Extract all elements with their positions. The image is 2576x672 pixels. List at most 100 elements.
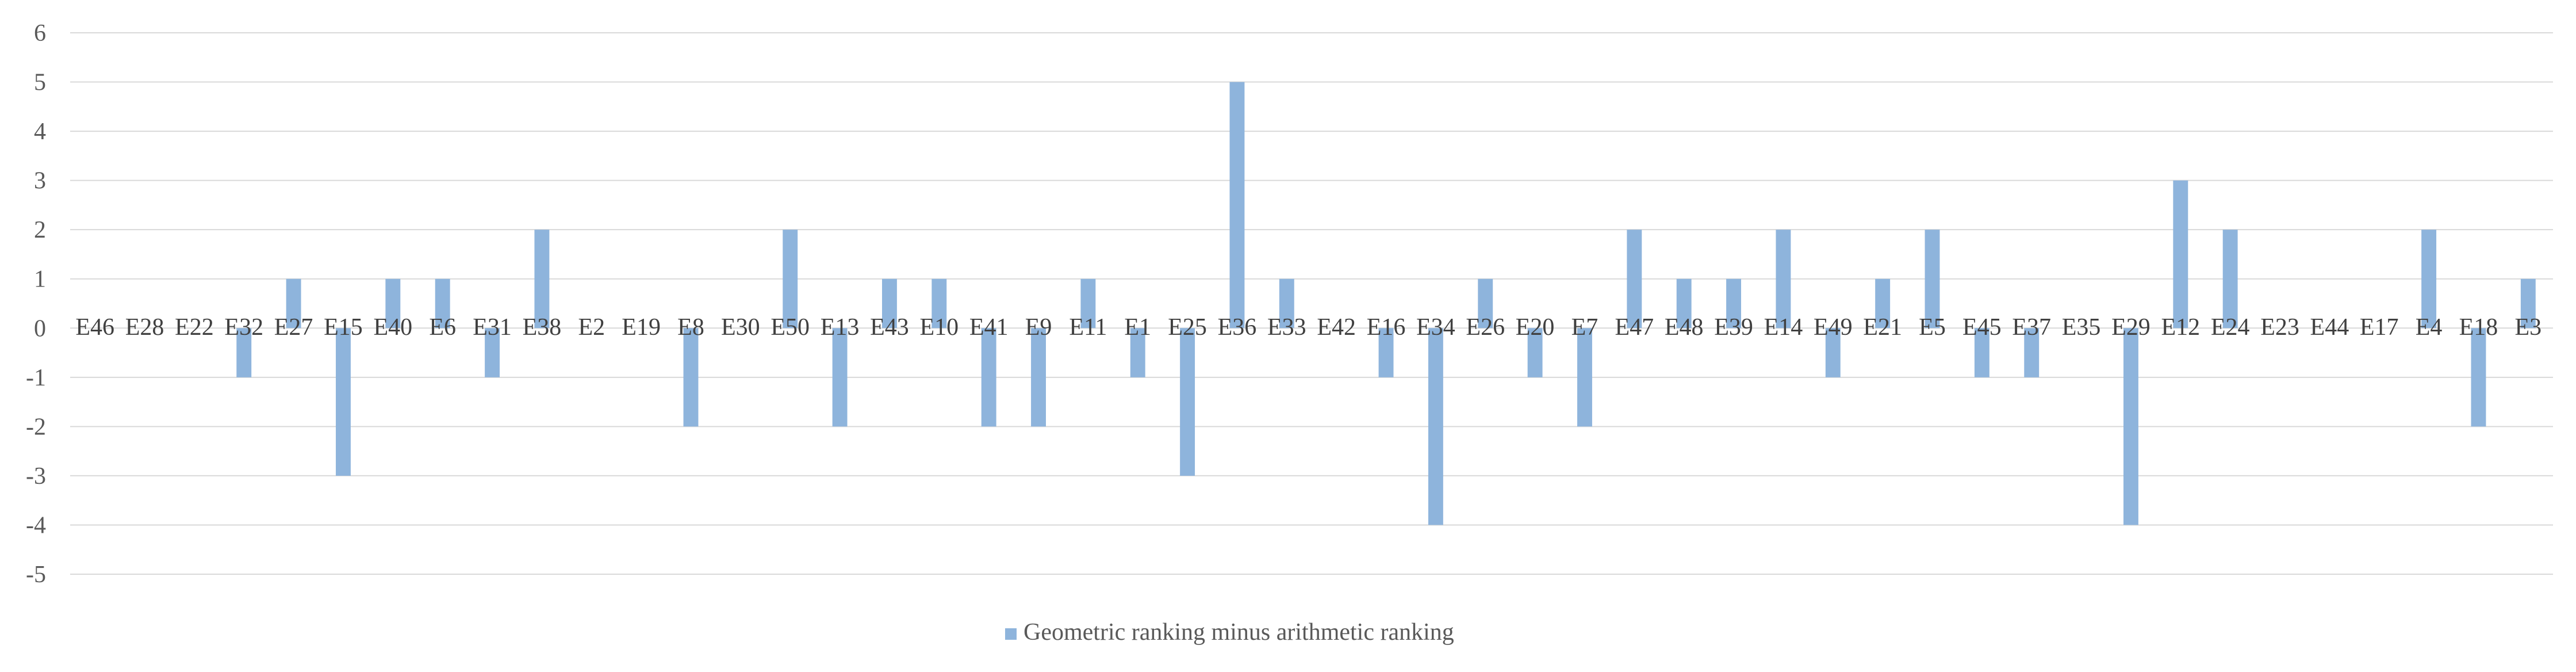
bar [2222, 230, 2238, 329]
category-label: E23 [2260, 314, 2299, 341]
y-tick-label: -3 [26, 463, 46, 490]
bar [783, 230, 798, 329]
category-label: E18 [2459, 314, 2498, 341]
legend: Geometric ranking minus arithmetic ranki… [1005, 619, 1454, 646]
category-label: E8 [677, 314, 704, 341]
category-label: E9 [1025, 314, 1052, 341]
bar [1875, 278, 1891, 329]
bar [1229, 82, 1245, 329]
bar [1279, 278, 1294, 329]
category-label: E7 [1571, 314, 1598, 341]
category-label: E26 [1466, 314, 1505, 341]
bar [1180, 328, 1195, 476]
bar [881, 278, 897, 329]
bar [1577, 328, 1592, 427]
bar [931, 278, 947, 329]
bar [1974, 328, 1989, 377]
bar [2123, 328, 2138, 525]
category-label: E32 [224, 314, 263, 341]
bar [2024, 328, 2040, 377]
category-label: E15 [324, 314, 363, 341]
bar [435, 278, 450, 329]
category-label: E40 [374, 314, 413, 341]
legend-label: Geometric ranking minus arithmetic ranki… [1023, 619, 1454, 646]
y-tick-label: -2 [26, 414, 46, 440]
bar [2173, 180, 2188, 329]
category-label: E4 [2416, 314, 2443, 341]
bar [385, 278, 401, 329]
bar [1726, 278, 1742, 329]
category-label: E34 [1416, 314, 1455, 341]
y-tick-label: 3 [34, 168, 46, 194]
y-axis-tick-labels: -5 -4 -3 -2 -1 0 1 2 3 4 5 6 [26, 20, 46, 588]
bar [1676, 278, 1692, 329]
bar [2520, 278, 2536, 329]
category-label: E21 [1863, 314, 1902, 341]
bar [832, 328, 848, 427]
bar [485, 328, 500, 377]
bar [236, 328, 252, 377]
y-tick-label: 0 [34, 315, 46, 342]
category-label: E29 [2111, 314, 2150, 341]
category-label: E17 [2360, 314, 2399, 341]
bar [1080, 278, 1096, 329]
y-tick-label: -5 [26, 562, 46, 588]
category-label: E19 [622, 314, 661, 341]
bar [981, 328, 996, 427]
category-label: E30 [721, 314, 760, 341]
category-label: E44 [2310, 314, 2349, 341]
category-label: E47 [1615, 314, 1654, 341]
bar [1925, 230, 1940, 329]
y-tick-label: 5 [34, 70, 46, 96]
category-label: E41 [969, 314, 1009, 341]
bar [1130, 328, 1145, 377]
category-label: E25 [1168, 314, 1207, 341]
bar [683, 328, 699, 427]
legend-swatch [1005, 628, 1017, 640]
category-label: E27 [274, 314, 313, 341]
bar [2421, 230, 2437, 329]
bar [1627, 230, 1642, 329]
category-label: E50 [770, 314, 810, 341]
category-label: E38 [523, 314, 562, 341]
bar [2471, 328, 2486, 427]
category-label: E13 [821, 314, 860, 341]
bar [1031, 328, 1046, 427]
bar [286, 278, 301, 329]
category-labels: E46 E28 E22 E32 E27 E15 E40 E6 E31 E38 E2 E19 E8 E30 E… [75, 314, 2542, 341]
bar [1776, 230, 1791, 329]
bar [1478, 278, 1493, 329]
category-label: E37 [2012, 314, 2051, 341]
category-label: E36 [1218, 314, 1257, 341]
category-label: E48 [1665, 314, 1704, 341]
category-label: E35 [2062, 314, 2101, 341]
category-label: E43 [870, 314, 909, 341]
category-label: E14 [1764, 314, 1803, 341]
y-tick-label: 4 [34, 119, 46, 145]
category-label: E28 [125, 314, 164, 341]
category-label: E45 [1962, 314, 2002, 341]
category-label: E6 [429, 314, 456, 341]
bar [534, 230, 550, 329]
bar [336, 328, 351, 476]
y-tick-label: -4 [26, 512, 46, 539]
y-tick-label: 6 [34, 20, 46, 47]
category-label: E24 [2211, 314, 2250, 341]
category-label: E2 [578, 314, 605, 341]
bar [1527, 328, 1543, 377]
category-label: E3 [2514, 314, 2542, 341]
category-label: E39 [1714, 314, 1753, 341]
bar [1825, 328, 1841, 377]
bars [236, 82, 2536, 525]
y-tick-label: 2 [34, 217, 46, 243]
category-label: E5 [1919, 314, 1946, 341]
category-label: E10 [919, 314, 959, 341]
category-label: E1 [1124, 314, 1151, 341]
category-label: E16 [1367, 314, 1406, 341]
bar [1378, 328, 1394, 377]
category-label: E42 [1317, 314, 1356, 341]
category-label: E22 [175, 314, 214, 341]
category-label: E33 [1267, 314, 1306, 341]
bar [1428, 328, 1443, 525]
